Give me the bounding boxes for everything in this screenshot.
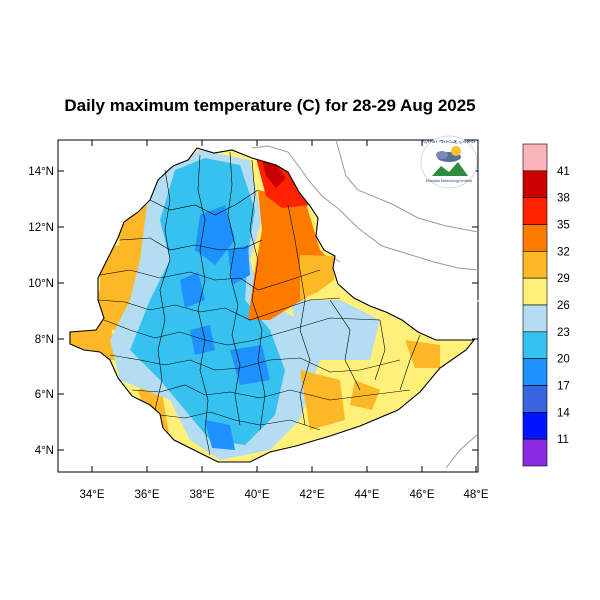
colorbar-swatch bbox=[522, 277, 548, 306]
colorbar-swatch bbox=[522, 331, 548, 359]
logo-english-text: Ethiopian Meteorology Institute bbox=[426, 179, 473, 183]
x-tick-label: 40°E bbox=[244, 489, 269, 501]
colorbar-swatch bbox=[522, 224, 548, 252]
y-tick-label: 4°N bbox=[35, 445, 54, 457]
colorbar-label: 32 bbox=[557, 246, 570, 258]
zone-highland-cool-3 bbox=[180, 272, 205, 308]
colorbar-swatch bbox=[522, 251, 548, 279]
y-tick-label: 10°N bbox=[28, 278, 54, 290]
zone-danakil-darkred bbox=[262, 160, 286, 188]
x-tick-label: 34°E bbox=[79, 489, 104, 501]
zone-highland-cool-4 bbox=[230, 345, 270, 385]
x-tick-label: 44°E bbox=[354, 489, 379, 501]
colorbar-label: 11 bbox=[557, 434, 569, 446]
temperature-field bbox=[70, 148, 474, 462]
colorbar-swatch bbox=[522, 197, 548, 225]
y-tick-label: 14°N bbox=[28, 166, 54, 178]
colorbar-label: 20 bbox=[557, 354, 570, 366]
colorbar-label: 23 bbox=[557, 327, 570, 339]
colorbar-swatch bbox=[522, 358, 548, 386]
colorbar-swatch bbox=[522, 438, 548, 467]
colorbar-swatch bbox=[522, 304, 548, 333]
colorbar-label: 38 bbox=[557, 193, 570, 205]
colorbar-label: 41 bbox=[557, 166, 570, 178]
colorbar-label: 17 bbox=[557, 381, 570, 393]
colorbar-swatch bbox=[522, 170, 548, 198]
country-outline bbox=[69, 147, 476, 463]
zone-somali-warm-1 bbox=[405, 340, 440, 368]
x-tick-label: 36°E bbox=[134, 489, 159, 501]
colorbar-label: 35 bbox=[557, 220, 570, 232]
y-tick-label: 6°N bbox=[35, 389, 54, 401]
zone-somali-warm-2 bbox=[300, 370, 345, 430]
x-axis: 34°E 36°E 38°E 40°E 42°E 44°E 46°E 48°E bbox=[79, 140, 489, 501]
logo-amharic-text: የኢትዮጵያ ሜትዮሮሎጂ ኢንስቲትዩት bbox=[422, 139, 476, 144]
x-tick-label: 42°E bbox=[299, 489, 324, 501]
zone-highland-cool-6 bbox=[205, 420, 235, 450]
x-tick-label: 38°E bbox=[189, 489, 214, 501]
zone-afar-light-orange bbox=[300, 255, 335, 300]
map-title: Daily maximum temperature (C) for 28-29 … bbox=[64, 96, 476, 115]
colorbar-label: 26 bbox=[557, 300, 570, 312]
zone-somali-warm-3 bbox=[350, 380, 380, 410]
colorbar-swatch bbox=[522, 385, 548, 413]
x-tick-label: 48°E bbox=[463, 489, 488, 501]
x-tick-label: 46°E bbox=[409, 489, 434, 501]
institute-logo: የኢትዮጵያ ሜትዮሮሎጂ ኢንስቲትዩት Ethiopian Meteorol… bbox=[420, 135, 478, 189]
zone-east-light bbox=[290, 300, 380, 360]
colorbar-label: 14 bbox=[557, 407, 570, 419]
colorbar-label: 29 bbox=[557, 273, 570, 285]
y-tick-label: 12°N bbox=[28, 222, 54, 234]
admin-boundaries bbox=[97, 151, 421, 456]
y-tick-label: 8°N bbox=[35, 334, 54, 346]
colorbar-swatch bbox=[522, 143, 548, 172]
zone-highland-cool-5 bbox=[190, 325, 215, 355]
y-axis: 14°N 12°N 10°N 8°N 6°N 4°N bbox=[28, 166, 478, 457]
colorbar-swatch bbox=[522, 412, 548, 440]
colorbar-legend: 41 38 35 32 29 26 23 20 17 14 11 bbox=[522, 143, 570, 467]
